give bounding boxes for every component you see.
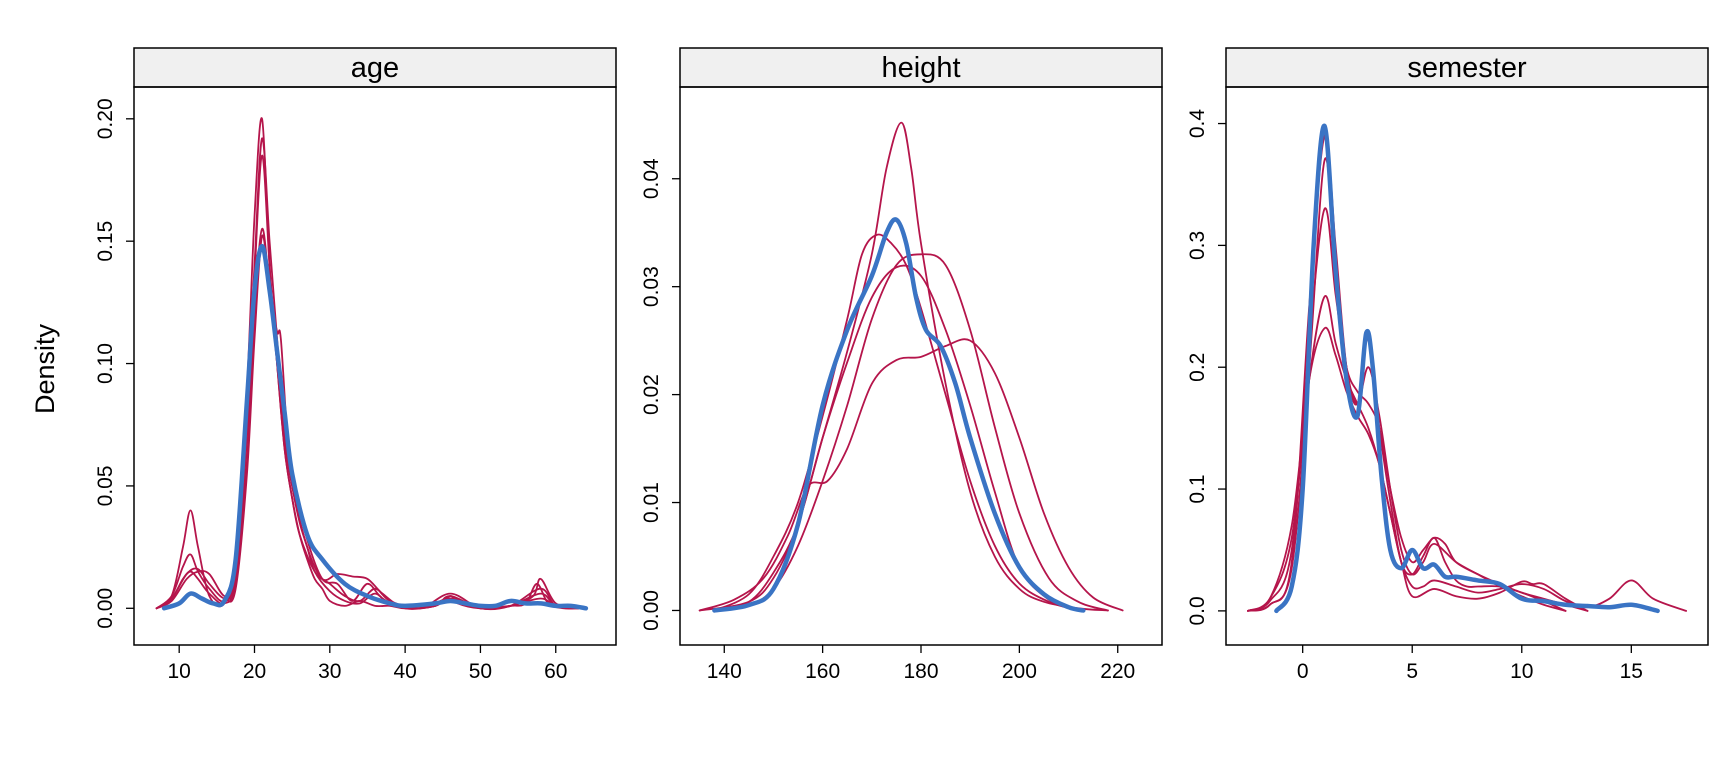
x-tick-label: 30 [318, 660, 341, 683]
x-tick-label: 60 [544, 660, 567, 683]
imputed-density-line [155, 234, 580, 610]
strip-header [133, 47, 617, 88]
y-tick-label: 0.03 [640, 266, 663, 307]
y-tick-label: 0.04 [640, 158, 663, 199]
x-tick-label: 40 [393, 660, 416, 683]
x-tick-label: 0 [1297, 660, 1309, 683]
y-tick-label: 0.02 [640, 374, 663, 415]
x-tick-label: 220 [1100, 660, 1135, 683]
strip-label: age [351, 52, 399, 84]
y-tick-label: 0.00 [94, 588, 117, 629]
imputed-density-line [1247, 295, 1687, 612]
panel-age: age 10 20 30 40 50 60 0.00 0.05 0.10 0.15 0.20 [94, 47, 617, 683]
y-tick-label: 0.0 [1186, 596, 1209, 625]
x-tick-label: 50 [469, 660, 492, 683]
imputed-density-line [1247, 157, 1567, 612]
y-axis-label: Density [30, 323, 60, 414]
plot-frame [679, 86, 1163, 646]
imputed-density-line [155, 154, 580, 611]
imputed-density-line [155, 228, 580, 610]
y-tick-label: 0.2 [1186, 353, 1209, 382]
observed-density-line [712, 217, 1086, 613]
imputed-density-line [713, 264, 1080, 612]
imputed-density-line [713, 233, 1080, 612]
plot-frame [133, 86, 617, 646]
imputed-density-line [155, 137, 580, 610]
x-tick-label: 10 [1510, 660, 1533, 683]
series-group [1247, 123, 1687, 614]
y-tick-label: 0.05 [94, 465, 117, 506]
y-tick-label: 0.01 [640, 482, 663, 523]
y-tick-label: 0.1 [1186, 474, 1209, 503]
x-tick-label: 180 [903, 660, 938, 683]
x-tick-label: 5 [1406, 660, 1418, 683]
y-tick-label: 0.4 [1186, 109, 1209, 139]
x-tick-label: 20 [243, 660, 266, 683]
strip-label: semester [1407, 52, 1527, 84]
strip-header [1225, 47, 1709, 88]
panel-semester: semester 0 5 10 15 0.0 0.1 0.2 0.3 0.4 [1186, 47, 1709, 683]
panel-height: height 140 160 180 200 220 0.00 0.01 0.02 0.03 0.0… [640, 47, 1163, 683]
x-tick-label: 160 [805, 660, 840, 683]
observed-density-line [1274, 123, 1660, 614]
x-tick-label: 15 [1620, 660, 1643, 683]
x-tick-label: 200 [1002, 660, 1037, 683]
series-group [155, 117, 589, 611]
y-tick-label: 0.15 [94, 221, 117, 262]
y-tick-label: 0.20 [94, 98, 117, 139]
observed-density-line [161, 243, 589, 611]
x-tick-label: 10 [168, 660, 191, 683]
x-tick-label: 140 [707, 660, 742, 683]
imputed-density-line [713, 253, 1109, 612]
imputed-density-line [698, 121, 1109, 612]
strip-header [679, 47, 1163, 88]
imputed-density-line [698, 338, 1124, 612]
y-tick-label: 0.3 [1186, 231, 1209, 260]
y-tick-label: 0.10 [94, 343, 117, 384]
y-tick-label: 0.00 [640, 590, 663, 631]
series-group [698, 121, 1124, 613]
strip-label: height [881, 52, 960, 84]
imputed-density-line [155, 117, 580, 610]
plot-frame [1225, 86, 1709, 646]
